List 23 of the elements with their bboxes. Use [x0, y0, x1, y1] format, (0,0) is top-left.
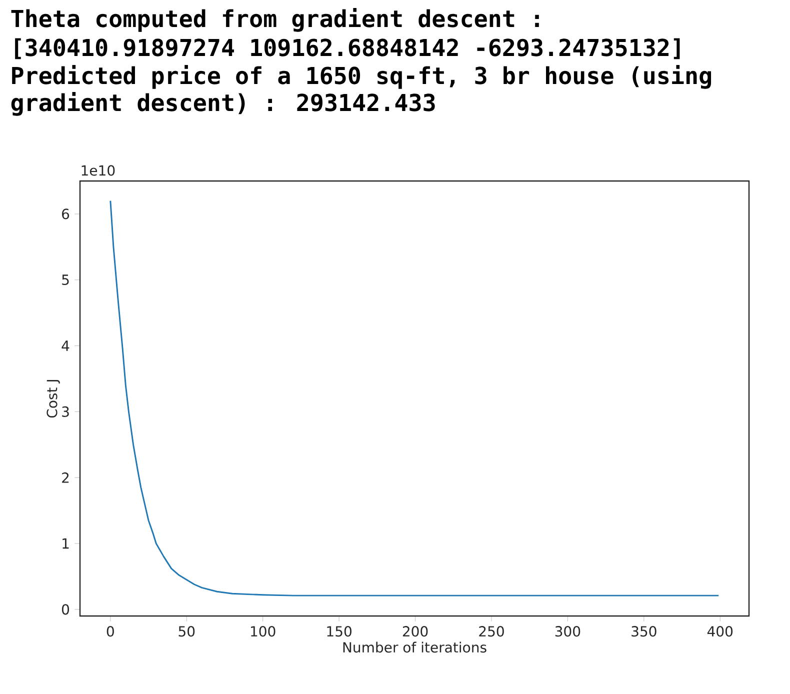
x-tick-label: 100 [251, 626, 276, 637]
y-tick-label: 3 [62, 406, 69, 417]
x-tick-label: 0 [106, 626, 114, 637]
x-tick-label: 300 [555, 626, 580, 637]
x-tick-label: 200 [402, 626, 428, 637]
y-tick-label: 0 [62, 604, 70, 615]
x-tick-label: 150 [327, 626, 352, 637]
text: Predicted price of a 1650 sq-ft, 3 br house (using [12, 65, 712, 89]
y-tick-label: 5 [62, 274, 69, 286]
x-tick-label: 350 [632, 626, 656, 637]
x-axis-title: Number of iterations [343, 642, 486, 653]
y-tick-label: 2 [62, 472, 69, 483]
text: [340410.91897274 109162.68848142 -6293.24735132] [15, 38, 680, 60]
y-tick-label: 6 [62, 208, 70, 220]
y-tick-label: 1 [62, 538, 69, 549]
text: 1e10 [82, 165, 115, 176]
y-axis-title: Cost J [46, 380, 60, 418]
y-tick-label: 4 [62, 340, 70, 351]
x-tick-label: 50 [178, 626, 195, 637]
x-tick-label: 250 [479, 626, 504, 637]
text: gradient descent) : 293142.433 [11, 92, 435, 116]
text: Theta computed from gradient descent : [11, 8, 539, 32]
x-tick-label: 400 [707, 626, 733, 637]
